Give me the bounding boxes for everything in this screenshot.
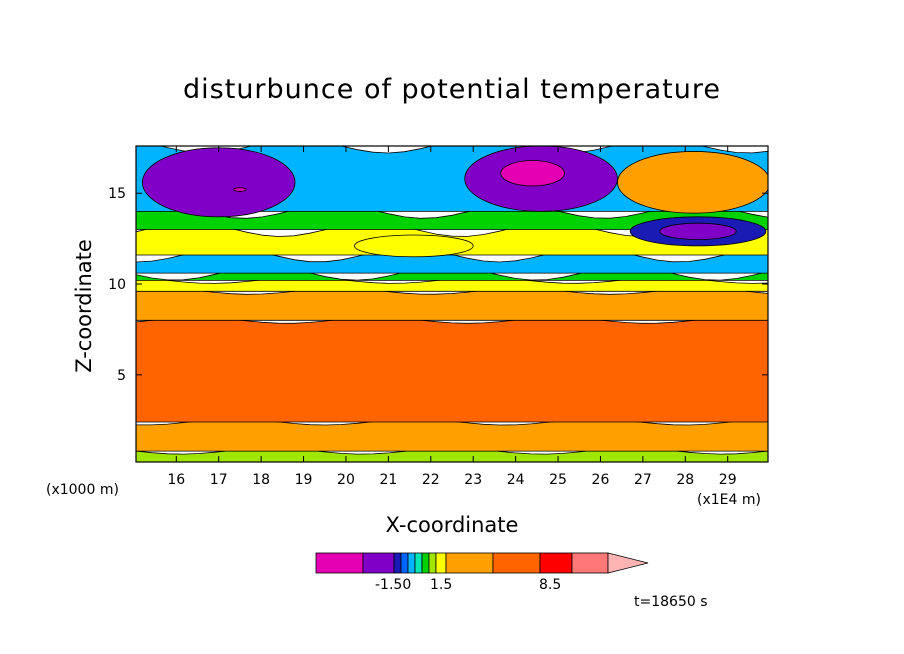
y-tick-label: 5 [117, 368, 126, 384]
x-tick-label: 20 [337, 472, 355, 488]
colorbar-segment [414, 552, 423, 574]
x-tick-label: 16 [167, 472, 185, 488]
colorbar-segment [571, 552, 609, 574]
x-tick-label: 25 [549, 472, 567, 488]
x-tick-label: 21 [379, 472, 397, 488]
contour-cell [617, 151, 768, 214]
contour-layer [136, 287, 768, 321]
x-tick-label: 29 [719, 472, 737, 488]
colorbar-segment [393, 552, 402, 574]
x-tick-label: 28 [676, 472, 694, 488]
x-tick-label: 22 [422, 472, 440, 488]
x-tick-label: 18 [252, 472, 270, 488]
colorbar-segment [428, 552, 437, 574]
time-label: t=18650 s [634, 594, 708, 610]
x-unit-right: (x1E4 m) [697, 492, 761, 508]
colorbar-arrow [607, 552, 649, 574]
colorbar-segment [362, 552, 395, 574]
colorbar-segment [445, 552, 494, 574]
x-tick-label: 27 [634, 472, 652, 488]
contour-cell [659, 222, 737, 240]
colorbar-label: 1.5 [430, 577, 453, 593]
colorbar-segment [407, 552, 416, 574]
x-tick-label: 19 [295, 472, 313, 488]
x-unit-left: (x1000 m) [46, 482, 119, 498]
contour-layer [136, 418, 768, 452]
x-tick-label: 23 [464, 472, 482, 488]
chart-title: disturbunce of potential temperature [183, 74, 721, 105]
colorbar-segment [421, 552, 430, 574]
colorbar-segment [492, 552, 541, 574]
colorbar-segment [435, 552, 447, 574]
contour-layer [136, 316, 768, 423]
y-tick-label: 15 [108, 186, 126, 202]
colorbar-label: 8.5 [539, 577, 562, 593]
y-tick-label: 10 [108, 277, 126, 293]
contour-cell [233, 187, 247, 192]
colorbar-segment [539, 552, 573, 574]
colorbar-segment [315, 552, 364, 574]
x-axis-label: X-coordinate [385, 513, 519, 537]
colorbar-segment [400, 552, 409, 574]
plot-frame [135, 145, 769, 463]
x-tick-label: 26 [592, 472, 610, 488]
contour-cell [354, 234, 474, 258]
x-tick-label: 17 [210, 472, 228, 488]
x-tick-label: 24 [507, 472, 525, 488]
colorbar-label: -1.50 [375, 577, 412, 593]
contour-cell [500, 160, 565, 187]
contour-cell [141, 147, 296, 218]
